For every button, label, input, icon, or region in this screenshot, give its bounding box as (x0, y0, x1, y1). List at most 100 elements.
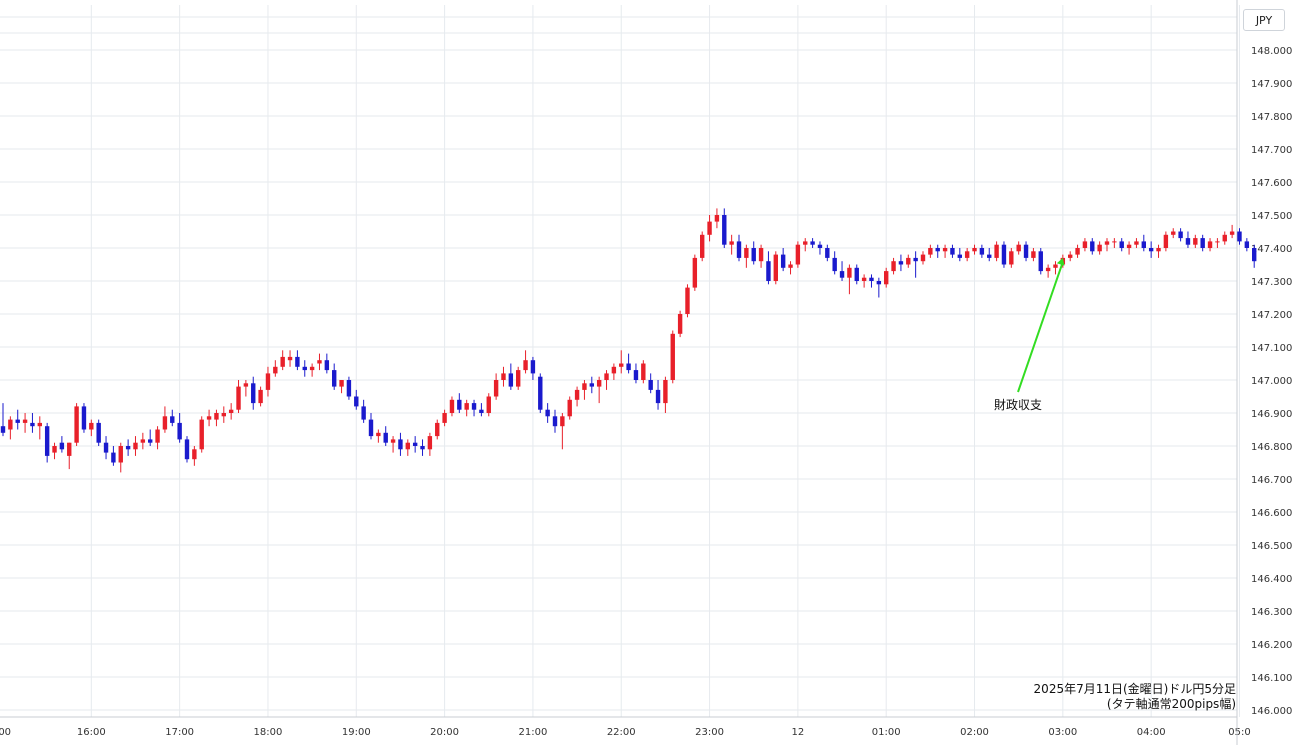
candle-body (825, 248, 830, 258)
candle-body (74, 406, 79, 443)
candle-body (177, 422, 182, 440)
candle-up (273, 360, 278, 377)
x-tick-label: 03:00 (1048, 727, 1077, 738)
candle-down (332, 363, 337, 390)
candle-body (214, 413, 219, 420)
candle-body (59, 442, 65, 450)
candle-body (854, 267, 859, 281)
candle-up (670, 330, 675, 384)
candle-down (184, 436, 190, 463)
candle-body (619, 363, 624, 367)
candle-up (118, 442, 123, 473)
candle-body (560, 416, 565, 427)
candle-up (1156, 244, 1161, 258)
candle-up (972, 244, 977, 255)
candle-body (361, 406, 366, 420)
candle-down (0, 403, 6, 437)
candle-body (368, 419, 374, 437)
y-tick-label: 146.000 (1251, 706, 1292, 717)
candle-body (221, 413, 226, 417)
candle-down (148, 429, 153, 446)
candle-body (1229, 231, 1235, 235)
candle-up (942, 244, 948, 258)
candle-down (1252, 244, 1257, 268)
candle-body (508, 373, 514, 387)
candle-up (795, 241, 801, 268)
candle-up (228, 403, 234, 420)
candle-body (199, 419, 204, 450)
y-tick-label: 147.100 (1251, 343, 1292, 354)
candle-body (1222, 234, 1227, 242)
candle-body (1082, 241, 1088, 248)
candle-up (236, 380, 241, 413)
candle-body (604, 373, 609, 380)
candle-up (67, 442, 72, 470)
candle-up (891, 257, 896, 275)
candle-body (648, 380, 653, 390)
candle-down (1023, 241, 1029, 262)
candle-body (913, 257, 918, 262)
candle-down (346, 376, 352, 400)
candle-body (1171, 231, 1176, 235)
candle-up (22, 413, 28, 433)
candle-up (376, 429, 381, 443)
candle-up (1134, 238, 1139, 248)
candle-body (1244, 241, 1250, 248)
candle-body (817, 244, 823, 248)
candle-down (177, 413, 182, 443)
candle-down (398, 432, 403, 456)
candle-body (449, 399, 455, 413)
chart-title: 2025年7月11日(金曜日)ドル円5分足 (1033, 682, 1236, 696)
candle-body (412, 442, 418, 446)
candle-up (221, 406, 226, 423)
x-tick-label: 20:00 (430, 727, 459, 738)
chart-caption: 2025年7月11日(金曜日)ドル円5分足 (タテ軸通常200pips幅) (1034, 682, 1236, 712)
candle-body (685, 287, 690, 314)
y-tick-label: 147.500 (1251, 211, 1292, 222)
y-tick-label: 146.900 (1251, 409, 1292, 420)
symbol-badge[interactable]: JPY (1243, 9, 1285, 31)
candle-body (1104, 241, 1110, 245)
candle-up (788, 261, 793, 275)
candle-body (376, 432, 381, 437)
candle-up (214, 409, 219, 427)
y-tick-label: 148.000 (1251, 46, 1292, 57)
candle-up (309, 363, 315, 377)
candle-up (677, 310, 683, 338)
candle-up (140, 432, 146, 450)
candle-down (817, 241, 823, 255)
candle-up (1075, 244, 1080, 258)
candle-body (928, 248, 933, 255)
candle-body (884, 271, 889, 285)
candle-down (1148, 241, 1154, 258)
candle-body (670, 333, 675, 380)
candle-body (287, 356, 293, 361)
candle-down (479, 403, 484, 417)
candle-body (766, 261, 771, 281)
candle-up (427, 432, 433, 456)
x-tick-label: :00 (0, 727, 11, 738)
candle-up (1126, 241, 1132, 255)
candle-body (773, 254, 778, 281)
y-tick-label: 146.800 (1251, 442, 1292, 453)
candle-body (1031, 251, 1036, 258)
candle-down (324, 353, 330, 374)
candle-body (148, 439, 153, 443)
candle-body (1119, 241, 1124, 248)
candle-body (89, 422, 94, 430)
y-tick-label: 147.400 (1251, 244, 1292, 255)
x-tick-label: 04:00 (1137, 727, 1166, 738)
candle-down (655, 380, 661, 410)
candle-body (869, 277, 874, 281)
candle-up (155, 426, 160, 450)
candle-down (832, 251, 837, 275)
candle-down (780, 248, 786, 272)
candle-down (876, 277, 882, 298)
candle-body (663, 380, 668, 404)
candle-up (604, 370, 609, 390)
candle-down (633, 363, 639, 384)
candle-up (192, 446, 197, 466)
candle-down (626, 353, 631, 374)
candle-body (1045, 267, 1051, 272)
candle-body (987, 254, 992, 258)
